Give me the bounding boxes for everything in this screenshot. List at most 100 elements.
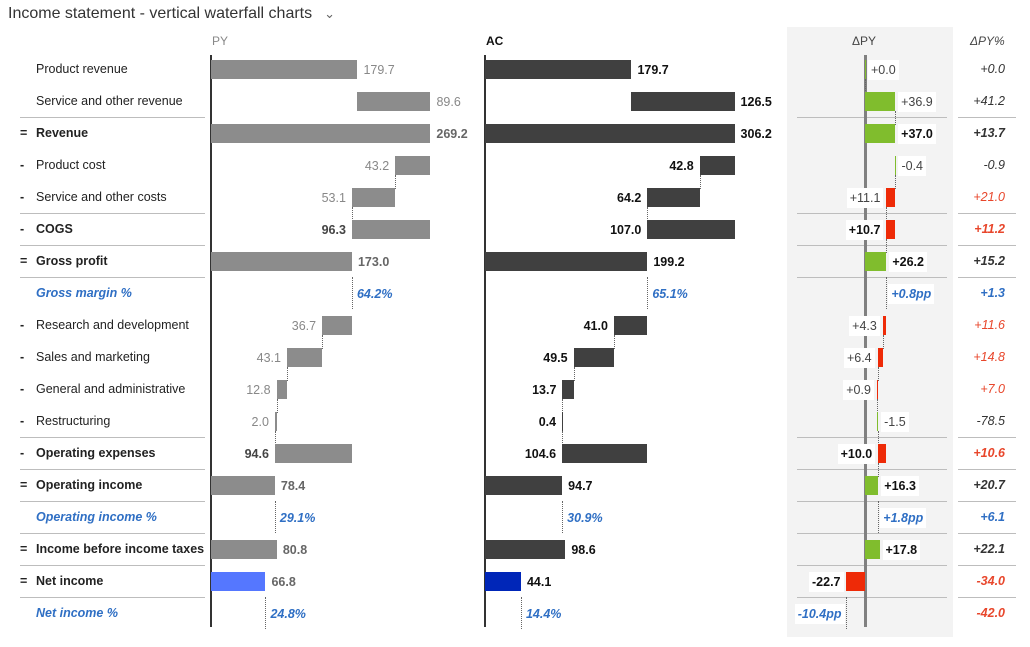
bar-ac (573, 347, 614, 367)
connector (846, 597, 848, 629)
connector (878, 430, 880, 445)
bar-ac (485, 123, 735, 143)
value-label-ac: 179.7 (634, 59, 672, 80)
row-label: Net income (36, 574, 104, 588)
delta-py-pct-value: +11.2 (974, 222, 1005, 236)
row-prefix: - (20, 318, 25, 332)
row-separator (20, 117, 205, 118)
row-separator (958, 469, 1016, 470)
value-label-ac: 64.2 (614, 187, 645, 208)
value-label-ac: 41.0 (580, 315, 611, 336)
value-label-ac: 49.5 (540, 347, 571, 368)
row-label: Restructuring (36, 414, 111, 428)
value-label-ac: 98.6 (568, 539, 599, 560)
bar-py (351, 219, 431, 239)
chevron-down-icon[interactable]: ⌄ (324, 6, 336, 21)
row-separator (958, 213, 1016, 214)
delta-py-pct-value: +1.3 (980, 286, 1005, 300)
connector (613, 334, 615, 349)
bar-d (865, 123, 896, 143)
pct-label: 29.1% (276, 507, 319, 528)
page-title: Income statement - vertical waterfall ch… (8, 5, 313, 22)
connector (520, 597, 522, 629)
bar-d (877, 347, 883, 367)
row-prefix: = (20, 574, 28, 588)
bar-d (882, 315, 887, 335)
row-separator (958, 565, 1016, 566)
delta-py-pct-value: -78.5 (976, 414, 1006, 428)
connector (265, 597, 267, 629)
connector (886, 277, 888, 309)
row-separator (797, 437, 947, 438)
bar-ac (485, 539, 566, 559)
delta-py-pct-value: +14.8 (973, 350, 1005, 364)
bar-py (357, 91, 431, 111)
bar-ac (562, 379, 574, 399)
row-separator (958, 501, 1016, 502)
value-label-ac: 94.7 (565, 475, 596, 496)
bar-d (846, 571, 865, 591)
row-separator (20, 245, 205, 246)
value-label-d: +36.9 (898, 91, 936, 112)
row-separator (20, 213, 205, 214)
row-label: Operating expenses (36, 446, 156, 460)
connector (322, 334, 324, 349)
value-label-d: +16.3 (881, 475, 919, 496)
value-label-d: -1.5 (881, 411, 909, 432)
bar-py (211, 539, 277, 559)
row-separator (797, 245, 947, 246)
connector (886, 238, 888, 253)
row-separator (797, 565, 947, 566)
delta-py-pct-value: +20.7 (973, 478, 1005, 492)
value-label-py: 173.0 (354, 251, 393, 272)
bar-ac (562, 411, 564, 431)
connector (877, 366, 879, 381)
bar-py (276, 379, 287, 399)
bar-py (211, 475, 275, 495)
connector (276, 398, 278, 413)
row-prefix: = (20, 126, 28, 140)
row-prefix: = (20, 254, 28, 268)
row-separator (958, 533, 1016, 534)
pct-label: -10.4pp (794, 603, 845, 624)
value-label-py: 179.7 (360, 59, 398, 80)
bar-d (886, 187, 896, 207)
bar-d (865, 539, 880, 559)
row-separator (797, 597, 947, 598)
connector (895, 110, 897, 125)
bar-ac (631, 91, 735, 111)
bar-py (211, 251, 352, 271)
value-label-d: +0.0 (868, 59, 899, 80)
row-separator (958, 277, 1016, 278)
bar-py (274, 443, 352, 463)
bar-ac (647, 187, 700, 207)
connector (895, 174, 897, 189)
bar-py (395, 155, 431, 175)
axis-py (210, 55, 212, 627)
row-separator (797, 533, 947, 534)
connector (351, 277, 353, 309)
bar-d (865, 59, 866, 79)
row-prefix: - (20, 158, 25, 172)
bar-ac (485, 59, 632, 79)
connector (882, 334, 884, 349)
bar-py (286, 347, 323, 367)
bar-d (886, 219, 896, 239)
row-label: General and administrative (36, 382, 186, 396)
row-separator (958, 597, 1016, 598)
delta-py-pct-value: +11.6 (974, 318, 1005, 332)
bar-ac (647, 219, 735, 239)
value-label-d: +17.8 (882, 539, 921, 560)
row-prefix: - (20, 222, 25, 236)
value-label-ac: 126.5 (737, 91, 775, 112)
delta-py-pct-value: -34.0 (976, 574, 1006, 588)
value-label-py: 53.1 (318, 187, 349, 208)
header-delta-py: ΔPY (852, 34, 877, 48)
connector (878, 501, 880, 533)
pct-label: 24.8% (267, 603, 309, 624)
row-label: Gross profit (36, 254, 108, 268)
bar-py (211, 59, 358, 79)
value-label-ac: 44.1 (523, 571, 555, 592)
value-label-py: 66.8 (268, 571, 299, 592)
